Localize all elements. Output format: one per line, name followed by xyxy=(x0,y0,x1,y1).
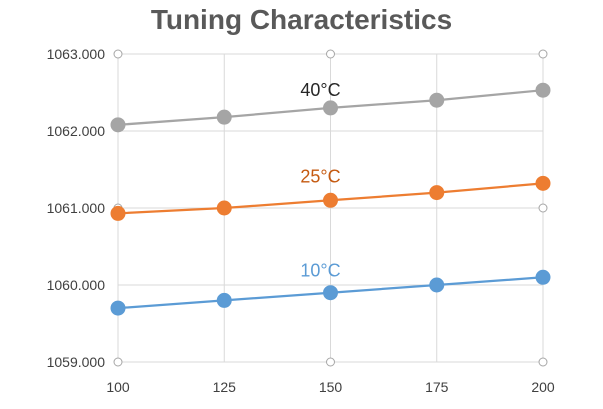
data-point xyxy=(429,92,445,108)
y-tick-label: 1059.000 xyxy=(47,354,106,370)
series-40C-line-group: 40°C xyxy=(110,80,551,133)
data-point xyxy=(535,82,551,98)
data-point xyxy=(535,269,551,285)
selection-handle xyxy=(113,357,123,367)
selection-handle xyxy=(326,49,335,59)
selection-handle xyxy=(538,49,548,59)
x-tick-label: 100 xyxy=(106,379,130,395)
data-point xyxy=(323,100,338,116)
data-point xyxy=(110,300,126,316)
series-label: 25°C xyxy=(300,166,340,186)
series-layer: 40°C 25°C 10°C xyxy=(110,80,551,316)
data-point xyxy=(216,292,232,308)
data-point xyxy=(429,185,445,201)
data-point xyxy=(110,117,126,133)
series-10C-line-group: 10°C xyxy=(110,261,551,316)
y-tick-label: 1061.000 xyxy=(47,200,106,216)
data-point xyxy=(110,205,126,221)
data-point xyxy=(323,192,338,208)
y-tick-label: 1063.000 xyxy=(47,46,106,62)
chart-title: Tuning Characteristics xyxy=(150,4,453,35)
y-tick-label: 1060.000 xyxy=(47,277,106,293)
data-point xyxy=(216,200,232,216)
data-point xyxy=(535,175,551,191)
selection-handle xyxy=(326,357,335,367)
y-tick-label: 1062.000 xyxy=(47,123,106,139)
selection-handle xyxy=(538,203,548,213)
selection-handle xyxy=(113,49,123,59)
data-point xyxy=(429,277,445,293)
x-tick-label: 200 xyxy=(531,379,555,395)
x-tick-label: 125 xyxy=(213,379,237,395)
selection-handle xyxy=(538,357,548,367)
series-label: 10°C xyxy=(300,261,340,281)
series-label: 40°C xyxy=(300,80,340,100)
series-25C-line-group: 25°C xyxy=(110,166,551,221)
data-point xyxy=(216,109,232,125)
axis-tick-labels: 1059.000 1060.000 1061.000 1062.000 1063.000… xyxy=(47,46,555,395)
x-tick-label: 150 xyxy=(319,379,343,395)
x-tick-label: 175 xyxy=(425,379,449,395)
data-point xyxy=(323,285,338,301)
